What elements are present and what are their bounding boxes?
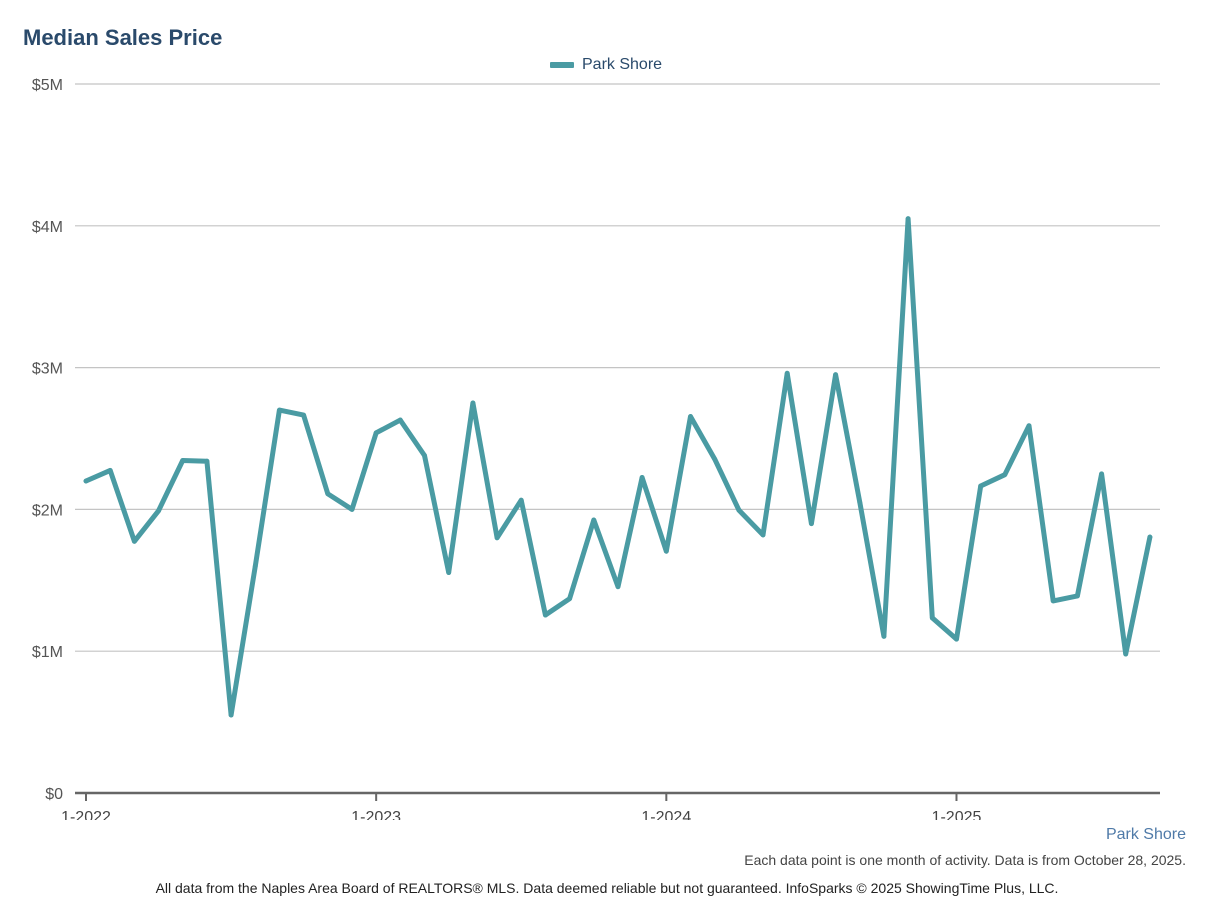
data-point — [736, 507, 742, 513]
y-tick-label: $3M — [32, 361, 63, 378]
y-tick-label: $0 — [45, 786, 63, 803]
x-axis-ticks: 1-2022 1-2023 1-2024 1-2025 — [61, 793, 981, 820]
data-point — [567, 596, 572, 602]
data-point — [180, 458, 186, 463]
data-point — [1099, 471, 1104, 477]
data-point — [277, 407, 282, 413]
chart-title: Median Sales Price — [23, 25, 223, 50]
data-point — [881, 633, 887, 639]
data-point — [252, 563, 258, 569]
gridlines — [75, 83, 1160, 652]
data-point — [494, 535, 500, 541]
footer-disclaimer: All data from the Naples Area Board of R… — [155, 880, 1059, 896]
data-point — [156, 508, 161, 514]
data-point — [1050, 598, 1056, 604]
data-point — [518, 497, 524, 503]
legend-swatch — [550, 62, 574, 68]
x-tick-label: 1-2024 — [641, 809, 691, 820]
x-tick-label: 1-2025 — [932, 809, 982, 820]
data-point — [1147, 534, 1153, 540]
x-tick-label: 1-2022 — [61, 809, 111, 820]
source-label[interactable]: Park Shore — [1105, 826, 1186, 843]
data-point — [1074, 593, 1080, 599]
data-point — [83, 478, 89, 484]
y-tick-label: $1M — [32, 644, 63, 661]
data-point — [204, 458, 210, 464]
data-point — [857, 499, 863, 505]
data-point — [639, 475, 645, 480]
data-point — [301, 412, 307, 418]
data-point — [373, 430, 379, 436]
data-point — [1002, 472, 1008, 478]
data-point — [1123, 651, 1129, 657]
legend-label: Park Shore — [582, 56, 663, 73]
legend[interactable]: Park Shore — [550, 56, 662, 74]
data-point — [833, 372, 838, 378]
data-point — [615, 584, 621, 590]
data-point — [349, 507, 355, 512]
data-point — [978, 483, 984, 489]
data-point — [663, 548, 669, 554]
data-note: Each data point is one month of activity… — [744, 852, 1186, 868]
x-tick-label: 1-2023 — [351, 809, 401, 820]
data-point — [760, 532, 766, 538]
data-point — [954, 636, 959, 642]
data-point — [470, 400, 476, 406]
y-tick-label: $5M — [32, 77, 63, 94]
series-line-park-shore — [83, 216, 1153, 718]
data-point — [397, 417, 403, 423]
data-point — [543, 612, 548, 618]
data-point — [905, 216, 911, 222]
data-point — [809, 521, 814, 526]
data-point — [784, 370, 790, 376]
data-point — [446, 570, 452, 575]
y-tick-label: $2M — [32, 502, 63, 519]
data-point — [107, 468, 113, 473]
data-point — [688, 414, 693, 419]
data-point — [1026, 423, 1032, 429]
data-point — [591, 517, 597, 523]
data-point — [131, 538, 137, 544]
data-point — [325, 491, 331, 497]
series-group — [83, 216, 1153, 718]
y-tick-label: $4M — [32, 219, 63, 236]
data-point — [929, 615, 935, 621]
data-point — [228, 712, 234, 718]
chart-area: $0$1M$2M$3M$4M$5M 1-2022 1-2023 1-2024 1-20… — [32, 77, 1160, 820]
data-point — [422, 453, 427, 458]
y-axis-ticks: $0 $1M $2M $3M $4M $5M — [32, 77, 63, 803]
data-point — [712, 456, 718, 462]
